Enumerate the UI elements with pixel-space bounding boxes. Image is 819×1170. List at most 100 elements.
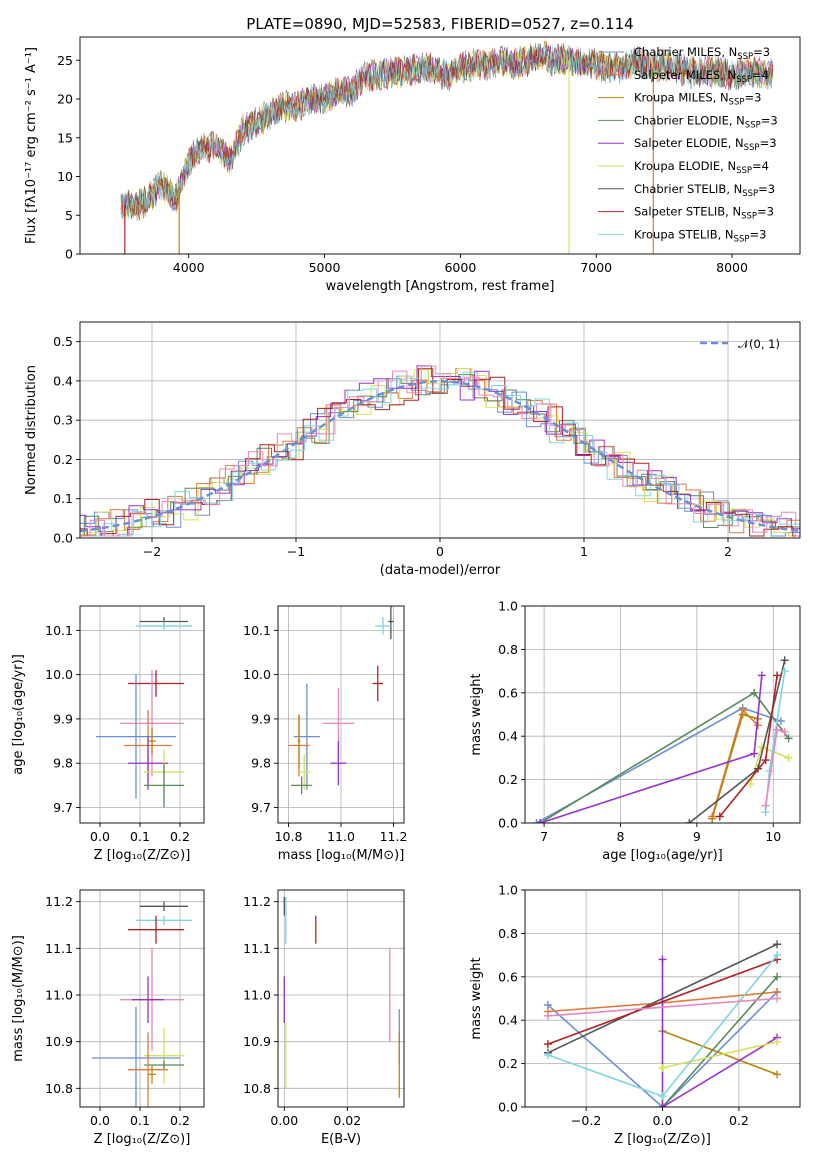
x-axis-label: (data-model)/error [380, 563, 501, 578]
legend-label-base: Kroupa MILES, N [634, 91, 729, 105]
legend-label-suffix: =3 [753, 45, 770, 59]
y-tick-label: 10.9 [45, 1034, 73, 1049]
weight-marker [784, 753, 793, 762]
y-tick-label: 0 [65, 247, 73, 262]
ebv-mass-plot-area [283, 897, 400, 1098]
legend-label-suffix: =3 [760, 136, 777, 150]
y-axis-label: mass weight [469, 957, 484, 1039]
y-tick-label: 15 [57, 130, 73, 145]
legend-label-sub: SSP [737, 52, 753, 62]
x-tick-label: 5000 [309, 260, 341, 275]
legend-label-suffix: =3 [749, 227, 766, 241]
errorbar-point [132, 976, 164, 1023]
x-tick-label: 0.0 [90, 829, 110, 844]
y-tick-label: 0.0 [498, 816, 518, 831]
x-tick-label: 0.02 [333, 1113, 361, 1128]
x-axis-label: E(B-V) [321, 1132, 361, 1147]
weight-line [711, 708, 759, 817]
weight-marker [658, 1092, 667, 1101]
z-mass-plot-area [92, 901, 192, 1107]
weight-marker [776, 717, 785, 726]
z-weight-panel: −0.2 0.0 0.2 0.0 0.2 0.4 0.6 0.8 1.0 Z [log₁₀(Z/Z… [469, 883, 801, 1147]
z-age-plot-area [96, 617, 192, 808]
y-tick-label: 9.8 [251, 756, 271, 771]
legend-label: 𝒩(0, 1) [738, 337, 780, 351]
legend-label-base: Kroupa STELIB, N [634, 227, 734, 241]
histogram-series [80, 374, 800, 537]
weight-line [539, 691, 790, 823]
errorbar-point [293, 683, 320, 790]
y-tick-label: 0.4 [498, 729, 518, 744]
age-weight-plot-area [532, 656, 793, 823]
weight-marker [773, 1070, 782, 1079]
weight-line [662, 1030, 778, 1076]
x-tick-label: 0.2 [170, 1113, 190, 1128]
weight-line [547, 958, 778, 1045]
x-tick-label: 4000 [173, 260, 205, 275]
x-axis-label: wavelength [Angstrom, rest frame] [326, 279, 555, 294]
weight-marker [685, 819, 694, 823]
weight-line [547, 991, 778, 1107]
y-tick-label: 0.2 [53, 452, 73, 467]
errorbar-point [330, 741, 347, 786]
axes-frame [79, 36, 801, 255]
weight-marker [780, 667, 789, 676]
chart-title: PLATE=0890, MJD=52583, FIBERID=0527, z=0… [246, 15, 633, 33]
y-axis-label: mass [log₁₀(M/M⊙)] [11, 935, 26, 1062]
legend-label: Salpeter MILES, NSSP=4 [634, 68, 769, 85]
weight-line [661, 959, 778, 1107]
legend-label-sub: SSP [734, 234, 750, 244]
errorbar-point [297, 714, 301, 768]
errorbar-point [148, 727, 156, 755]
axes-frame [79, 889, 205, 1108]
errorbar-point [372, 665, 383, 702]
x-tick-label: 2 [724, 544, 732, 559]
y-tick-label: 0.2 [498, 772, 518, 787]
histogram-series [80, 368, 800, 537]
weight-marker [746, 779, 755, 788]
y-axis-label: Flux [fλ10⁻¹⁷ erg cm⁻² s⁻¹ A⁻¹] [24, 47, 39, 244]
y-tick-label: 0.0 [498, 1100, 518, 1115]
errorbar-point [128, 736, 168, 790]
y-tick-label: 0.6 [498, 969, 518, 984]
errorbar-point [136, 621, 192, 631]
y-tick-label: 10.0 [243, 667, 271, 682]
y-tick-label: 9.7 [53, 800, 73, 815]
y-tick-label: 11.0 [45, 988, 73, 1003]
weight-marker [780, 727, 789, 736]
weight-marker [757, 743, 766, 752]
age-weight-panel: 7 8 9 10 0.0 0.2 0.4 0.6 0.8 1.0 age [log₁₀(age/yr… [469, 599, 801, 863]
x-tick-label: −2 [143, 544, 161, 559]
y-axis-label: age [log₁₀(age/yr)] [11, 654, 26, 775]
axes-frame [79, 605, 205, 824]
weight-marker [658, 1103, 667, 1107]
y-tick-label: 11.2 [45, 894, 73, 909]
legend-label: Kroupa STELIB, NSSP=3 [634, 227, 766, 244]
y-tick-label: 9.9 [251, 711, 271, 726]
legend-label-base: Salpeter ELODIE, N [634, 136, 744, 150]
y-tick-label: 1.0 [498, 883, 518, 898]
errorbar-point [92, 1006, 180, 1107]
weight-marker [757, 671, 766, 680]
legend-label-base: Chabrier MILES, N [634, 45, 737, 59]
y-tick-label: 10.8 [243, 1081, 271, 1096]
errorbar-point [148, 1065, 156, 1084]
legend-label-suffix: =4 [752, 159, 769, 173]
legend-label: Kroupa ELODIE, NSSP=4 [634, 159, 769, 176]
y-tick-label: 10 [57, 169, 73, 184]
x-tick-label: 8 [617, 829, 625, 844]
x-tick-label: 7 [540, 829, 548, 844]
weight-marker [773, 725, 782, 734]
y-axis-label: Normed distribution [24, 365, 39, 495]
y-tick-label: 11.2 [243, 894, 271, 909]
weight-marker [658, 1063, 667, 1072]
weight-marker [773, 1037, 782, 1046]
x-tick-label: 11.2 [380, 829, 408, 844]
errorbar-point [120, 670, 184, 777]
weight-marker [773, 940, 782, 949]
y-tick-label: 0.4 [53, 373, 73, 388]
legend-label-sub: SSP [742, 189, 758, 199]
legend-label: Chabrier STELIB, NSSP=3 [634, 182, 775, 199]
y-tick-label: 0.1 [53, 491, 73, 506]
z-mass-panel: 0.0 0.1 0.2 10.8 10.9 11.0 11.1 11.2 Z [log₁₀(Z/… [11, 889, 205, 1147]
